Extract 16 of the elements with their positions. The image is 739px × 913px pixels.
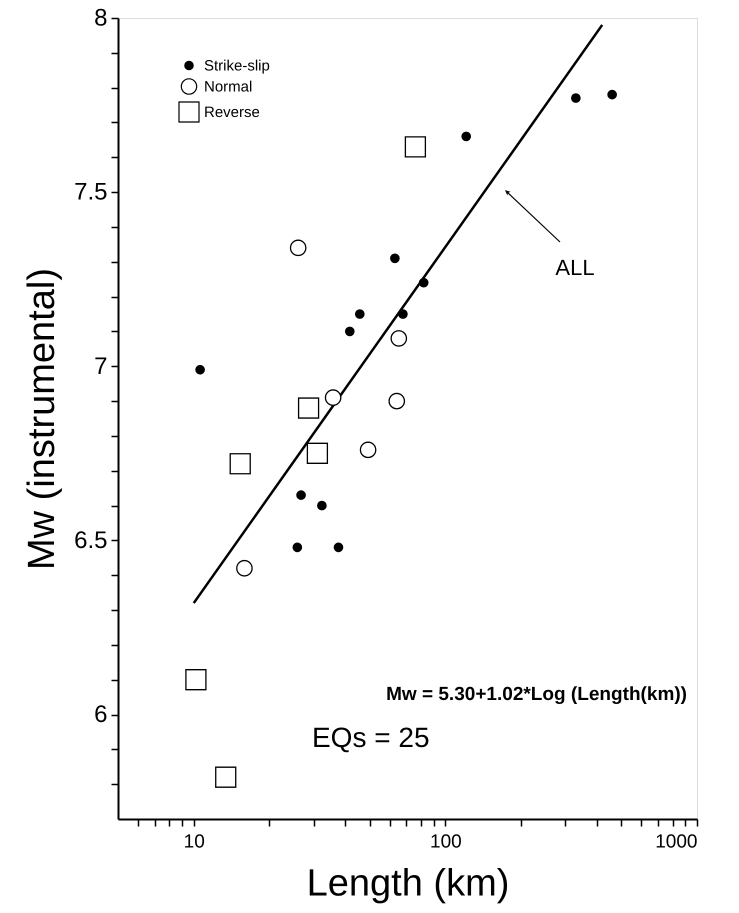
legend-label: Strike-slip: [204, 58, 270, 74]
y-tick-label: 6: [94, 701, 108, 728]
x-tick-label: 1000: [655, 832, 698, 852]
x-axis-title: Length (km): [306, 862, 510, 904]
annotation: EQs = 25: [312, 722, 430, 753]
y-tick-label: 6.5: [74, 526, 108, 554]
legend-label: Normal: [204, 78, 252, 96]
x-tick-label: 10: [184, 832, 205, 852]
legend-label: Reverse: [204, 104, 260, 121]
y-tick-label: 7: [94, 352, 108, 380]
annotation: ALL: [555, 255, 595, 280]
x-tick-label: 100: [430, 832, 462, 852]
y-tick-label: 7.5: [74, 178, 108, 206]
annotation: Mw = 5.30+1.02*Log (Length(km)): [386, 684, 687, 705]
y-tick-label: 8: [94, 4, 108, 32]
y-axis-title: Mw (instrumental): [21, 268, 64, 570]
